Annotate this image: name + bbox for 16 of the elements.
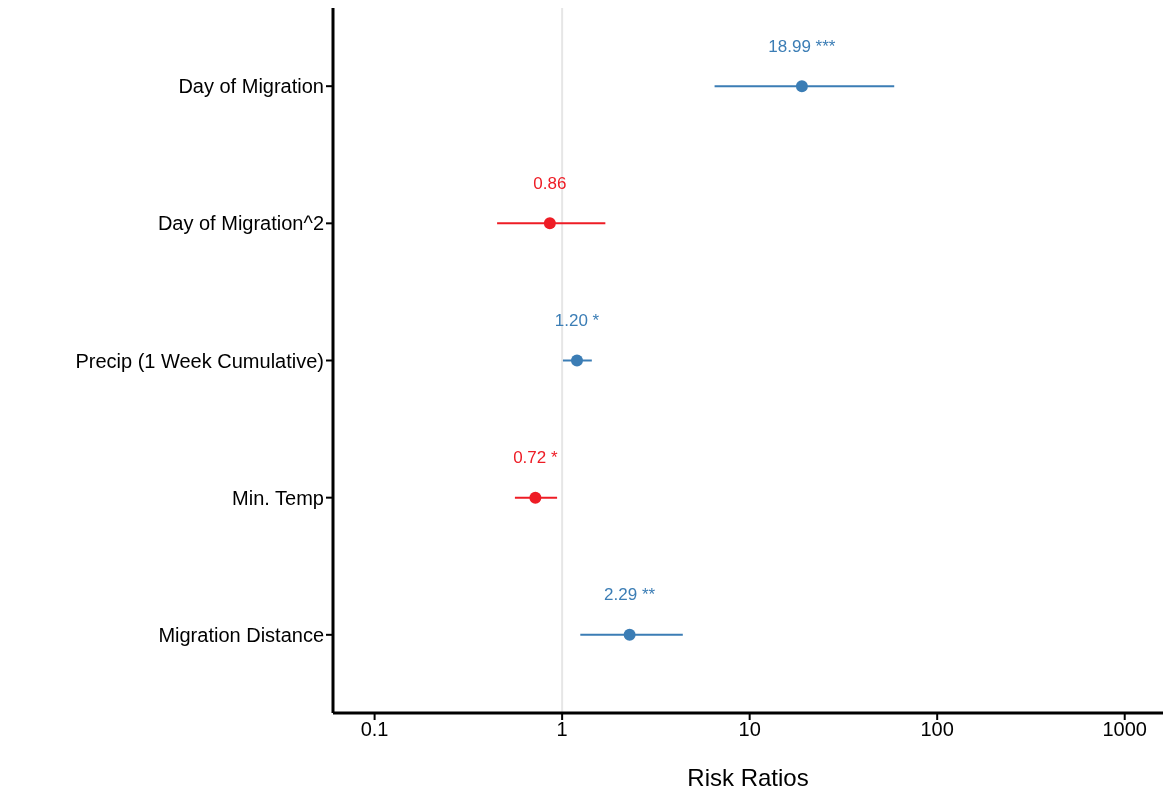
- x-axis-title: Risk Ratios: [687, 764, 809, 791]
- y-tick-label: Precip (1 Week Cumulative): [75, 349, 324, 372]
- x-tick-label: 1: [556, 718, 568, 741]
- x-tick-label: 100: [920, 718, 954, 741]
- data-label: 2.29 **: [604, 585, 656, 605]
- data-label: 18.99 ***: [768, 36, 836, 56]
- data-label: 0.86: [533, 173, 567, 193]
- y-tick-label: Day of Migration^2: [157, 212, 324, 235]
- y-tick-label: Day of Migration: [178, 75, 324, 98]
- x-tick-label: 0.1: [360, 718, 389, 741]
- x-tick-label: 10: [738, 718, 761, 741]
- data-label: 0.72 *: [513, 448, 558, 468]
- y-tick-label: Migration Distance: [158, 623, 324, 646]
- y-tick-label: Min. Temp: [232, 486, 324, 509]
- data-label: 1.20 *: [554, 310, 600, 330]
- x-tick-label: 1000: [1102, 718, 1147, 741]
